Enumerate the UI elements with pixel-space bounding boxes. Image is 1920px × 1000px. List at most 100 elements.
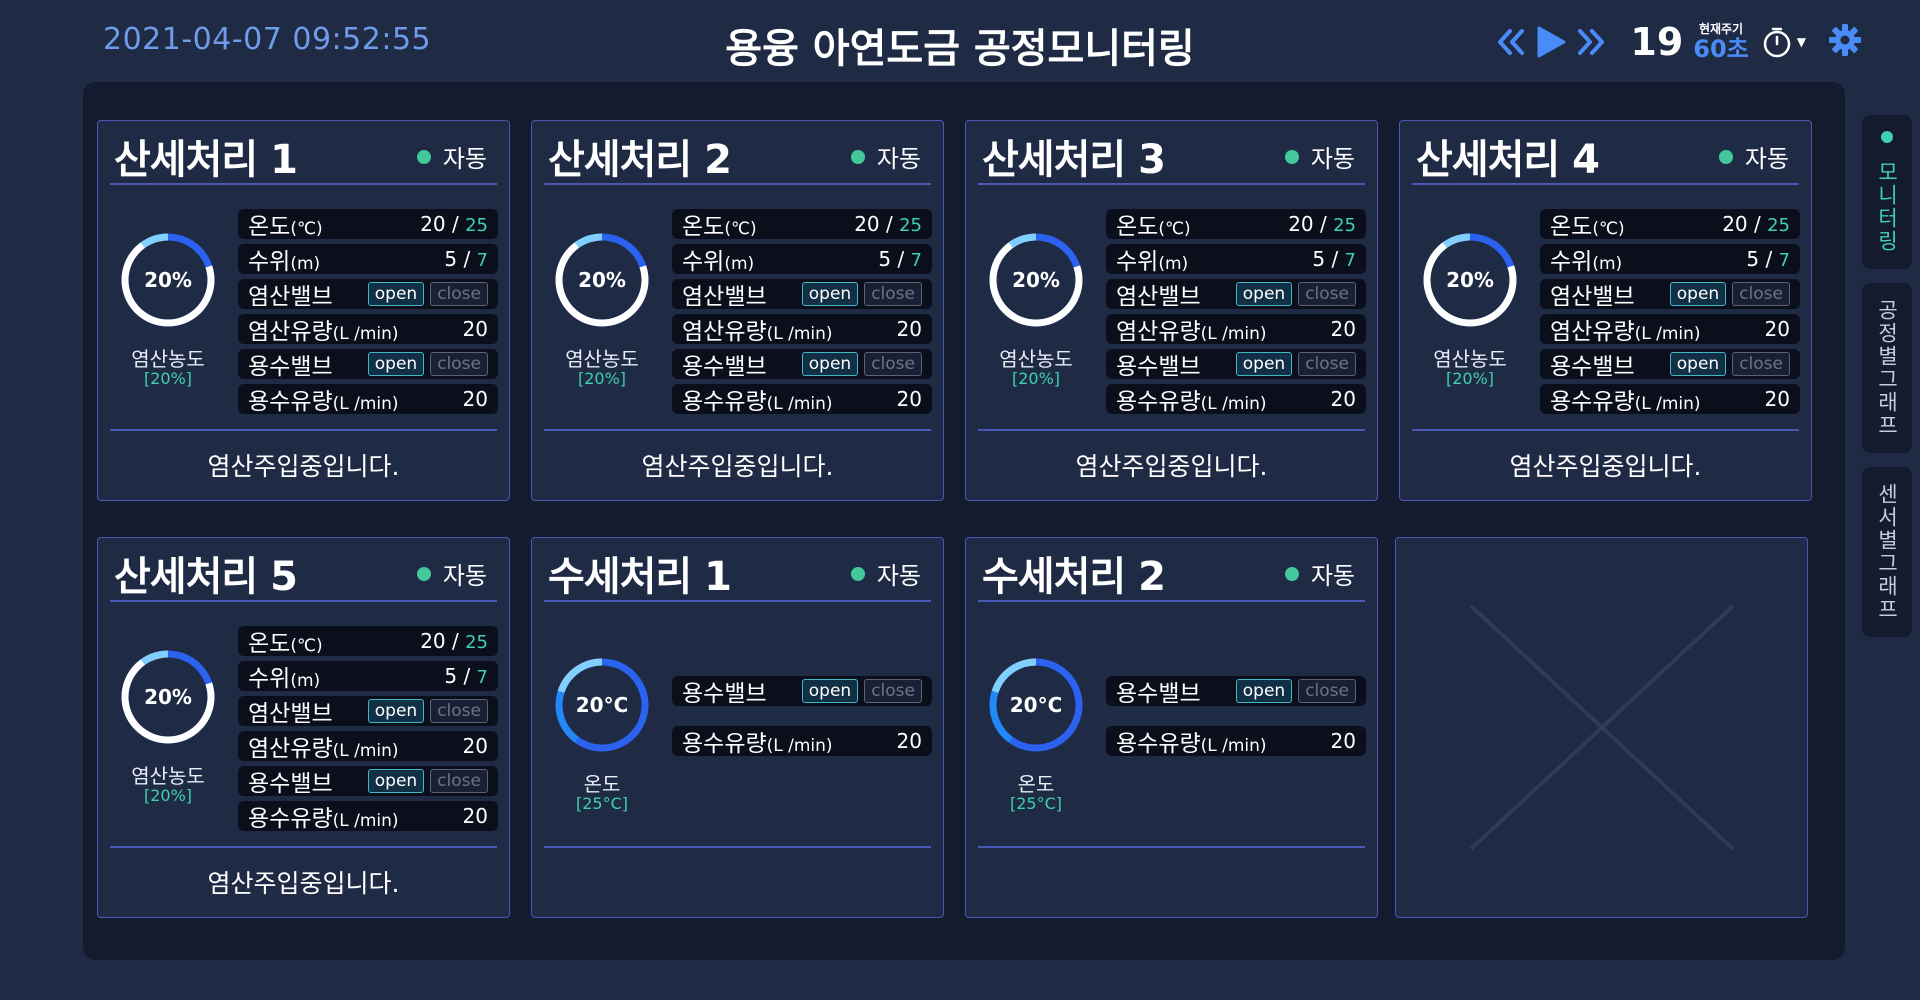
row-unit: (L /min) bbox=[1200, 736, 1267, 756]
water-valve-open-button[interactable]: open bbox=[1669, 352, 1727, 376]
cycle-label: 현재주기 bbox=[1698, 22, 1744, 36]
card-title: 산세처리 4 bbox=[1416, 137, 1600, 183]
double-chevron-left-icon[interactable] bbox=[1494, 22, 1528, 62]
row-max: 7 bbox=[476, 667, 488, 688]
tab-process-graph[interactable]: 공정별그래프 bbox=[1862, 283, 1912, 453]
water-valve-close-button[interactable]: close bbox=[430, 352, 488, 376]
gauge-label: 염산농도 bbox=[131, 347, 205, 371]
divider bbox=[544, 846, 931, 848]
timer-icon bbox=[1763, 27, 1791, 58]
acid-valve-close-button[interactable]: close bbox=[430, 699, 488, 723]
water-valve-open-button[interactable]: open bbox=[1235, 352, 1293, 376]
water-valve-close-button[interactable]: close bbox=[1732, 352, 1790, 376]
mode-indicator: 자동 bbox=[416, 556, 487, 591]
row-label: 용수밸브 bbox=[1116, 354, 1201, 380]
cycle-count: 19 bbox=[1630, 20, 1684, 64]
acid-valve-close-button[interactable]: close bbox=[1732, 282, 1790, 306]
divider bbox=[1412, 183, 1799, 185]
acid-valve-open-button[interactable]: open bbox=[367, 699, 425, 723]
row-max: 25 bbox=[465, 215, 488, 236]
row-label: 수위 bbox=[1116, 249, 1159, 275]
temperature-row: 온도(℃) 20 / 25 bbox=[1106, 209, 1366, 240]
water-valve-row: 용수밸브 open close bbox=[1540, 349, 1800, 380]
row-max: 7 bbox=[476, 250, 488, 271]
acid-valve-open-button[interactable]: open bbox=[801, 282, 859, 306]
row-label: 용수밸브 bbox=[248, 771, 333, 797]
gauge-value: 20% bbox=[1446, 268, 1494, 292]
acid-flow-row: 염산유량(L /min) 20 bbox=[1540, 314, 1800, 345]
acid-valve-close-button[interactable]: close bbox=[864, 282, 922, 306]
water-valve-row: 용수밸브 open close bbox=[672, 676, 932, 707]
gauge-sub-value: [25°C] bbox=[575, 794, 628, 813]
acid-valve-open-button[interactable]: open bbox=[1669, 282, 1727, 306]
acid-process-card: 산세처리 2 자동 20% 염산농도 [20%] 온도(℃) 20 / 25 수위(m) 5 /… bbox=[531, 120, 944, 501]
divider bbox=[110, 183, 497, 185]
row-unit: (L /min) bbox=[766, 736, 833, 756]
row-label: 용수밸브 bbox=[1550, 354, 1635, 380]
gauge-sub-value: [20%] bbox=[143, 786, 193, 805]
double-chevron-right-icon[interactable] bbox=[1574, 22, 1608, 62]
temperature-row: 온도(℃) 20 / 25 bbox=[1540, 209, 1800, 240]
card-title: 산세처리 5 bbox=[114, 554, 298, 600]
acid-valve-open-button[interactable]: open bbox=[1235, 282, 1293, 306]
metric-rows: 온도(℃) 20 / 25 수위(m) 5 / 7 염산밸브 open close 염산유량(… bbox=[238, 209, 498, 419]
gauge-value: 20% bbox=[1012, 268, 1060, 292]
acid-process-card: 산세처리 5 자동 20% 염산농도 [20%] 온도(℃) 20 / 25 수위(m) 5 /… bbox=[97, 537, 510, 918]
water-valve-close-button[interactable]: close bbox=[430, 769, 488, 793]
row-value: 20 bbox=[462, 387, 488, 411]
water-valve-open-button[interactable]: open bbox=[1235, 679, 1293, 703]
water-valve-open-button[interactable]: open bbox=[801, 679, 859, 703]
gear-icon[interactable] bbox=[1828, 23, 1862, 61]
tab-monitoring[interactable]: 모니터링 bbox=[1862, 115, 1912, 269]
water-valve-open-button[interactable]: open bbox=[367, 769, 425, 793]
row-value: 20 bbox=[896, 387, 922, 411]
play-icon[interactable] bbox=[1534, 22, 1568, 62]
card-title: 수세처리 2 bbox=[982, 554, 1166, 600]
acid-flow-row: 염산유량(L /min) 20 bbox=[672, 314, 932, 345]
row-label: 수위 bbox=[248, 666, 291, 692]
divider bbox=[978, 429, 1365, 431]
empty-slot bbox=[1395, 537, 1808, 918]
row-unit: (L /min) bbox=[332, 811, 399, 831]
row-value: 20 / bbox=[420, 629, 466, 653]
water-valve-close-button[interactable]: close bbox=[864, 679, 922, 703]
acid-valve-open-button[interactable]: open bbox=[367, 282, 425, 306]
water-valve-row: 용수밸브 open close bbox=[672, 349, 932, 380]
water-valve-open-button[interactable]: open bbox=[367, 352, 425, 376]
divider bbox=[978, 183, 1365, 185]
row-label: 용수유량 bbox=[682, 389, 767, 415]
concentration-gauge: 20% bbox=[119, 648, 217, 746]
row-label: 온도 bbox=[248, 631, 291, 657]
row-value: 20 bbox=[896, 317, 922, 341]
tab-sensor-graph[interactable]: 센서별그래프 bbox=[1862, 467, 1912, 637]
water-valve-close-button[interactable]: close bbox=[1298, 352, 1356, 376]
acid-valve-close-button[interactable]: close bbox=[1298, 282, 1356, 306]
row-label: 온도 bbox=[682, 214, 725, 240]
metric-rows: 온도(℃) 20 / 25 수위(m) 5 / 7 염산밸브 open close 염산유량(… bbox=[672, 209, 932, 419]
water-valve-close-button[interactable]: close bbox=[1298, 679, 1356, 703]
divider bbox=[978, 600, 1365, 602]
mode-label: 자동 bbox=[442, 145, 487, 173]
mode-label: 자동 bbox=[876, 145, 921, 173]
row-unit: (℃) bbox=[290, 636, 323, 656]
metric-rows: 온도(℃) 20 / 25 수위(m) 5 / 7 염산밸브 open close 염산유량(… bbox=[1106, 209, 1366, 419]
water-valve-open-button[interactable]: open bbox=[801, 352, 859, 376]
row-label: 용수밸브 bbox=[248, 354, 333, 380]
metric-rows: 온도(℃) 20 / 25 수위(m) 5 / 7 염산밸브 open close 염산유량(… bbox=[1540, 209, 1800, 419]
row-value: 20 / bbox=[1288, 212, 1334, 236]
mode-indicator: 자동 bbox=[1284, 139, 1355, 174]
water-process-card: 수세처리 1 자동 20°C 온도 [25°C] 용수밸브 open close 용수유량(L … bbox=[531, 537, 944, 918]
divider bbox=[544, 429, 931, 431]
water-flow-row: 용수유량(L /min) 20 bbox=[238, 801, 498, 832]
water-valve-close-button[interactable]: close bbox=[864, 352, 922, 376]
acid-valve-close-button[interactable]: close bbox=[430, 282, 488, 306]
concentration-gauge: 20% bbox=[119, 231, 217, 329]
metric-rows: 온도(℃) 20 / 25 수위(m) 5 / 7 염산밸브 open close 염산유량(… bbox=[238, 626, 498, 836]
row-label: 온도 bbox=[1116, 214, 1159, 240]
water-valve-row: 용수밸브 open close bbox=[238, 349, 498, 380]
mode-label: 자동 bbox=[1310, 562, 1355, 590]
row-label: 용수유량 bbox=[1116, 389, 1201, 415]
acid-process-card: 산세처리 3 자동 20% 염산농도 [20%] 온도(℃) 20 / 25 수위(m) 5 /… bbox=[965, 120, 1378, 501]
timer-dropdown[interactable]: ▼ bbox=[1761, 26, 1806, 58]
water-flow-row: 용수유량(L /min) 20 bbox=[238, 384, 498, 415]
